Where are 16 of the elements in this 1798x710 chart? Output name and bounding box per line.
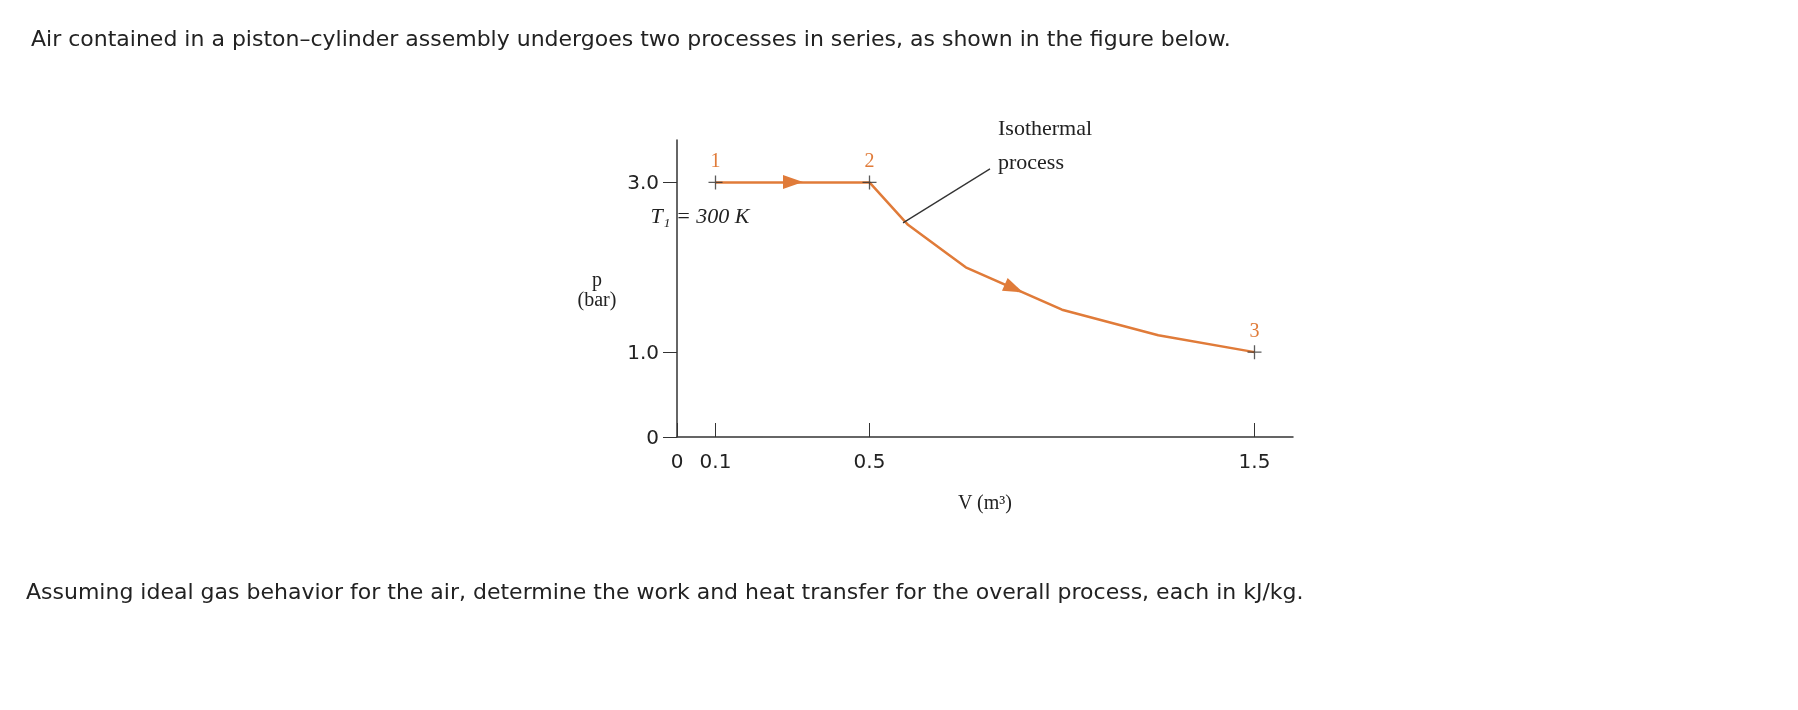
y-tick-label: 0	[646, 425, 659, 449]
annotation: 1	[710, 149, 721, 172]
x-tick-label: 0.5	[853, 449, 886, 473]
x-tick-label: 0.1	[699, 449, 732, 473]
x-tick-label: 0	[670, 449, 684, 473]
y-tick-label: 1.0	[627, 340, 659, 365]
x-tick-label: 1.5	[1238, 449, 1271, 473]
annotation: Isothermal process	[998, 115, 1093, 175]
y-tick-label: 3.0	[627, 170, 659, 195]
text: Assuming ideal gas behavior for the air, determine the work and heat transfer for the overall process, each in kJ/kg.	[26, 578, 1304, 604]
y-axis-title: p (bar)	[577, 267, 617, 311]
x-axis-title: V (m³)	[958, 491, 1012, 514]
chart-title: Air contained in a piston–cylinder assembly undergoes two processes in series, as shown in the figure below.	[31, 25, 1231, 51]
annotation: T₁ = 300 K	[650, 202, 751, 228]
annotation: 3	[1249, 319, 1260, 342]
annotation: 2	[864, 149, 875, 172]
